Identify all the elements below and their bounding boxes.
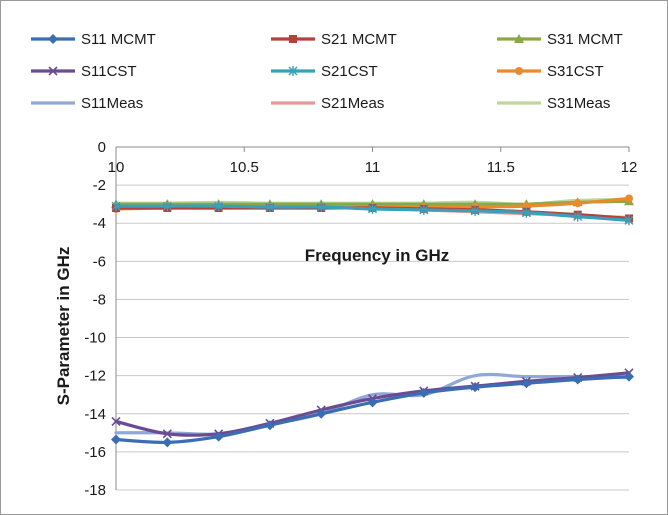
y-tick-label-8: -8 (93, 291, 106, 308)
point-s11cst-1 (162, 429, 172, 439)
legend-label-s31meas: S31Meas (547, 95, 610, 112)
point-s11-mcmt-1 (162, 437, 173, 448)
legend-label-s21-mcmt: S21 MCMT (321, 31, 397, 48)
point-s21cst-5 (368, 203, 377, 214)
x-tick-labels: 10 10.5 11 11.5 12 (108, 159, 638, 176)
legend-item-s11meas: S11Meas (31, 95, 143, 112)
legend-label-s11meas: S11Meas (81, 95, 143, 112)
point-s11cst-0 (111, 416, 121, 426)
legend-label-s21cst: S21CST (321, 63, 378, 80)
y-tick-label-10: -10 (84, 330, 106, 347)
legend-marker-s21-mcmt (289, 35, 297, 43)
y-tick-label-0: 0 (98, 139, 106, 156)
point-s11-mcmt-10 (624, 371, 634, 382)
y-tick-label-14: -14 (84, 406, 106, 423)
point-s11-mcmt-2 (213, 431, 224, 442)
series-lines (111, 194, 634, 448)
point-s11-mcmt-9 (572, 374, 583, 385)
legend-marker-s21cst (288, 66, 298, 76)
point-s21cst-0 (111, 201, 121, 212)
point-s21cst-9 (573, 211, 583, 222)
y-tick-label-2: -2 (93, 177, 106, 194)
legend-label-s31-mcmt: S31 MCMT (547, 31, 623, 48)
point-s11-mcmt-5 (367, 397, 378, 408)
legend-label-s31cst: S31CST (547, 63, 604, 80)
legend-item-s11-mcmt: S11 MCMT (31, 31, 156, 48)
legend-marker-s31cst (515, 67, 523, 75)
point-s11-mcmt-3 (264, 420, 275, 431)
x-tick-label-10-5: 10.5 (230, 159, 259, 176)
x-axis-title: Frequency in GHz (305, 246, 450, 265)
point-s11-mcmt-7 (470, 382, 481, 393)
legend-label-s11cst: S11CST (81, 63, 137, 80)
x-tick-label-11: 11 (365, 159, 381, 176)
point-s21cst-6 (419, 204, 429, 215)
point-s21cst-10 (624, 215, 634, 226)
y-tick-label-12: -12 (84, 368, 106, 385)
point-s21cst-3 (265, 202, 275, 213)
legend-item-s31meas: S31Meas (497, 95, 610, 112)
point-s11-mcmt-8 (521, 378, 532, 389)
legend-label-s11-mcmt: S11 MCMT (81, 31, 156, 48)
point-s31cst-9 (573, 199, 582, 208)
point-s21cst-8 (521, 207, 531, 218)
legend-item-s21cst: S21CST (271, 63, 378, 80)
legend-item-s21-mcmt: S21 MCMT (271, 31, 397, 48)
series-s21cst (111, 201, 634, 226)
x-tick-label-12: 12 (621, 159, 638, 176)
series-s11-mcmt (111, 371, 634, 448)
gridlines (115, 146, 630, 491)
point-s21cst-2 (214, 201, 224, 212)
legend-marker-s31-mcmt (514, 34, 524, 43)
legend-item-s11cst: S11CST (31, 63, 137, 80)
y-tick-label-6: -6 (93, 253, 106, 270)
y-axis-title: S-Parameter in GHz (54, 247, 73, 406)
point-s21cst-4 (316, 202, 326, 213)
point-s11-mcmt-0 (111, 434, 121, 445)
y-tick-label-16: -16 (84, 444, 106, 461)
y-tick-label-18: -18 (84, 482, 106, 499)
legend-marker-s11cst (48, 66, 58, 76)
point-s11-mcmt-4 (316, 408, 327, 419)
legend-item-s31cst: S31CST (497, 63, 604, 80)
point-s21cst-7 (470, 205, 480, 216)
legend-item-s31-mcmt: S31 MCMT (497, 31, 623, 48)
x-tick-label-11-5: 11.5 (487, 159, 515, 176)
point-s31cst-10 (625, 194, 633, 203)
point-s11-mcmt-6 (418, 387, 429, 398)
legend-marker-s11-mcmt (48, 34, 58, 44)
legend: S11 MCMT S21 MCMT S31 MCMT S11CST S21CST S31C… (31, 31, 623, 112)
legend-label-s21meas: S21Meas (321, 95, 384, 112)
y-tick-labels: 0 -2 -4 -6 -8 -10 -12 -14 -16 -18 (84, 139, 106, 499)
x-tick-label-10: 10 (108, 159, 125, 176)
legend-item-s21meas: S21Meas (271, 95, 384, 112)
y-tick-label-4: -4 (93, 215, 106, 232)
point-s21cst-1 (162, 201, 172, 212)
